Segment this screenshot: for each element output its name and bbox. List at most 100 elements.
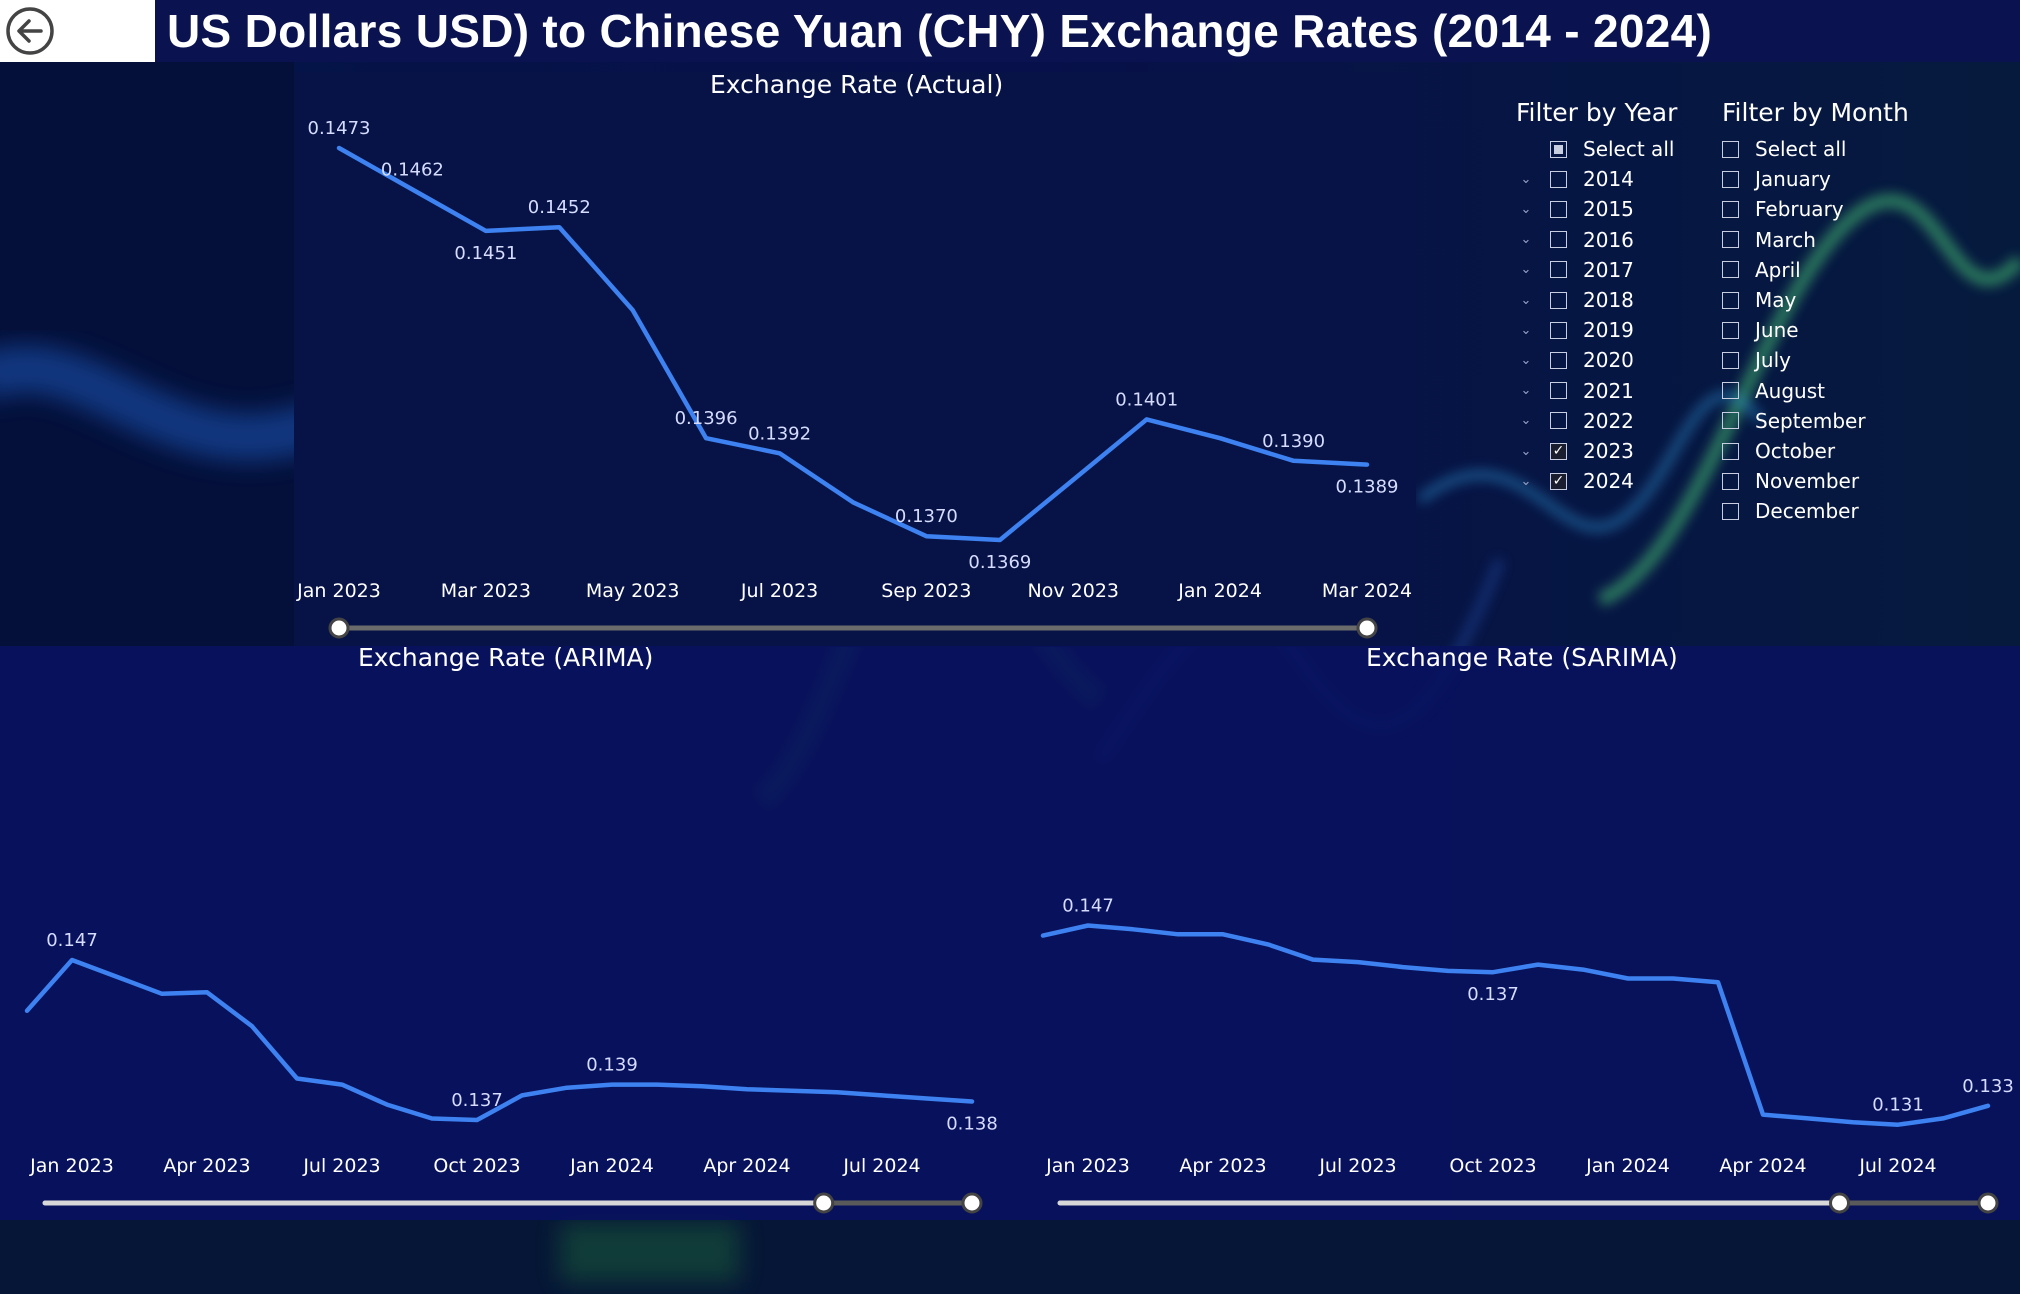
checkbox[interactable] bbox=[1722, 321, 1739, 339]
checkbox[interactable] bbox=[1722, 412, 1739, 430]
checkbox[interactable] bbox=[1722, 200, 1739, 218]
x-tick-label: May 2023 bbox=[586, 580, 680, 602]
chevron-down-icon[interactable]: ⌄ bbox=[1520, 443, 1532, 459]
year-filter-item[interactable]: ⌄ 2015 bbox=[1516, 196, 1634, 222]
checkbox[interactable] bbox=[1550, 472, 1567, 490]
year-filter-item[interactable]: ⌄ 2024 bbox=[1516, 468, 1634, 494]
x-tick-label: Apr 2023 bbox=[1179, 1155, 1266, 1177]
chevron-down-icon[interactable]: ⌄ bbox=[1520, 232, 1532, 248]
forecast-charts-panel bbox=[0, 646, 2020, 1220]
chevron-down-icon[interactable]: ⌄ bbox=[1520, 262, 1532, 278]
checkbox[interactable] bbox=[1550, 321, 1567, 339]
checkbox[interactable] bbox=[1550, 291, 1567, 309]
checkbox-label: Select all bbox=[1583, 137, 1675, 161]
x-tick-label: Sep 2023 bbox=[881, 580, 971, 602]
checkbox-label: January bbox=[1755, 167, 1831, 192]
month-filter-item[interactable]: November bbox=[1722, 468, 1859, 494]
x-tick-label: Apr 2024 bbox=[703, 1155, 790, 1177]
chevron-down-icon[interactable]: ⌄ bbox=[1520, 171, 1532, 187]
checkbox-label: May bbox=[1755, 288, 1797, 312]
month-filter-item[interactable]: April bbox=[1722, 257, 1801, 283]
checkbox[interactable] bbox=[1722, 472, 1739, 490]
checkbox[interactable] bbox=[1722, 261, 1739, 279]
x-tick-label: Jan 2024 bbox=[1177, 580, 1262, 602]
range-slider-start-handle[interactable] bbox=[328, 617, 350, 639]
checkbox-label: Select all bbox=[1755, 137, 1847, 161]
range-slider-end-marker[interactable] bbox=[1977, 1192, 1999, 1214]
year-filter-item[interactable]: ⌄ 2021 bbox=[1516, 378, 1634, 404]
chevron-down-icon[interactable]: ⌄ bbox=[1520, 473, 1532, 489]
data-label: 0.138 bbox=[946, 1114, 998, 1135]
month-filter-item[interactable]: July bbox=[1722, 347, 1791, 373]
checkbox[interactable] bbox=[1722, 351, 1739, 369]
month-filter-item[interactable]: February bbox=[1722, 196, 1844, 222]
checkbox-label: 2015 bbox=[1583, 197, 1634, 222]
year-filter-item[interactable]: ⌄ 2023 bbox=[1516, 438, 1634, 464]
data-label: 0.1389 bbox=[1336, 477, 1399, 498]
checkbox[interactable] bbox=[1550, 200, 1567, 218]
year-filter-item[interactable]: ⌄ 2017 bbox=[1516, 257, 1634, 283]
checkbox[interactable] bbox=[1550, 412, 1567, 430]
year-filter-item[interactable]: Select all bbox=[1550, 136, 1674, 162]
chevron-down-icon[interactable]: ⌄ bbox=[1520, 413, 1532, 429]
checkbox[interactable] bbox=[1722, 502, 1739, 520]
chevron-down-icon[interactable]: ⌄ bbox=[1520, 201, 1532, 217]
title-bar bbox=[155, 0, 2020, 62]
checkbox-label: 2020 bbox=[1583, 348, 1634, 373]
checkbox[interactable] bbox=[1550, 382, 1567, 400]
checkbox[interactable] bbox=[1722, 140, 1739, 158]
chevron-down-icon[interactable]: ⌄ bbox=[1520, 352, 1532, 368]
x-tick-label: Jan 2024 bbox=[569, 1155, 654, 1177]
month-filter-item[interactable]: October bbox=[1722, 438, 1835, 464]
month-filter-item[interactable]: January bbox=[1722, 166, 1831, 192]
checkbox[interactable] bbox=[1550, 261, 1567, 279]
back-button[interactable] bbox=[0, 0, 155, 62]
year-filter-item[interactable]: ⌄ 2020 bbox=[1516, 347, 1634, 373]
month-filter-item[interactable]: Select all bbox=[1722, 136, 1846, 162]
checkbox[interactable] bbox=[1722, 442, 1739, 460]
month-filter-item[interactable]: June bbox=[1722, 317, 1799, 343]
x-tick-label: Apr 2023 bbox=[163, 1155, 250, 1177]
month-filter-title: Filter by Month bbox=[1722, 98, 1909, 127]
range-slider-end-handle[interactable] bbox=[1356, 617, 1378, 639]
checkbox[interactable] bbox=[1722, 170, 1739, 188]
checkbox[interactable] bbox=[1550, 140, 1567, 158]
data-label: 0.1370 bbox=[895, 506, 958, 527]
x-tick-label: Mar 2024 bbox=[1322, 580, 1412, 602]
month-filter-item[interactable]: March bbox=[1722, 227, 1816, 253]
year-filter-item[interactable]: ⌄ 2016 bbox=[1516, 227, 1634, 253]
chevron-down-icon[interactable]: ⌄ bbox=[1520, 383, 1532, 399]
chevron-down-icon[interactable]: ⌄ bbox=[1520, 322, 1532, 338]
arima-exchange-rate-chart: 0.147 0.137 0.139 0.138 Jan 2023 Apr 2023 Jul … bbox=[24, 930, 998, 1214]
checkbox-label: 2021 bbox=[1583, 378, 1634, 403]
year-filter-item[interactable]: ⌄ 2014 bbox=[1516, 166, 1634, 192]
data-label: 0.1452 bbox=[528, 197, 591, 218]
checkbox[interactable] bbox=[1550, 231, 1567, 249]
series-line bbox=[24, 957, 975, 1123]
checkbox[interactable] bbox=[1550, 442, 1567, 460]
checkbox-label: 2014 bbox=[1583, 167, 1634, 192]
chevron-down-icon[interactable]: ⌄ bbox=[1520, 292, 1532, 308]
checkbox-label: 2017 bbox=[1583, 257, 1634, 282]
checkbox[interactable] bbox=[1550, 170, 1567, 188]
x-tick-label: Oct 2023 bbox=[433, 1155, 520, 1177]
data-label: 0.139 bbox=[586, 1055, 638, 1076]
month-filter-item[interactable]: May bbox=[1722, 287, 1796, 313]
month-filter-item[interactable]: December bbox=[1722, 498, 1859, 524]
month-filter-item[interactable]: August bbox=[1722, 378, 1825, 404]
year-filter-item[interactable]: ⌄ 2018 bbox=[1516, 287, 1634, 313]
month-filter-item[interactable]: September bbox=[1722, 408, 1866, 434]
checkbox-label: August bbox=[1755, 378, 1825, 403]
checkbox[interactable] bbox=[1722, 291, 1739, 309]
checkbox-label: June bbox=[1755, 318, 1799, 343]
year-filter-item[interactable]: ⌄ 2019 bbox=[1516, 317, 1634, 343]
checkbox[interactable] bbox=[1550, 351, 1567, 369]
checkbox[interactable] bbox=[1722, 382, 1739, 400]
data-label: 0.147 bbox=[46, 930, 98, 951]
range-slider-end-handle[interactable] bbox=[1829, 1192, 1851, 1214]
year-filter-title: Filter by Year bbox=[1516, 98, 1678, 127]
checkbox[interactable] bbox=[1722, 231, 1739, 249]
year-filter-item[interactable]: ⌄ 2022 bbox=[1516, 408, 1634, 434]
range-slider-end-marker[interactable] bbox=[961, 1192, 983, 1214]
range-slider-end-handle[interactable] bbox=[813, 1192, 835, 1214]
